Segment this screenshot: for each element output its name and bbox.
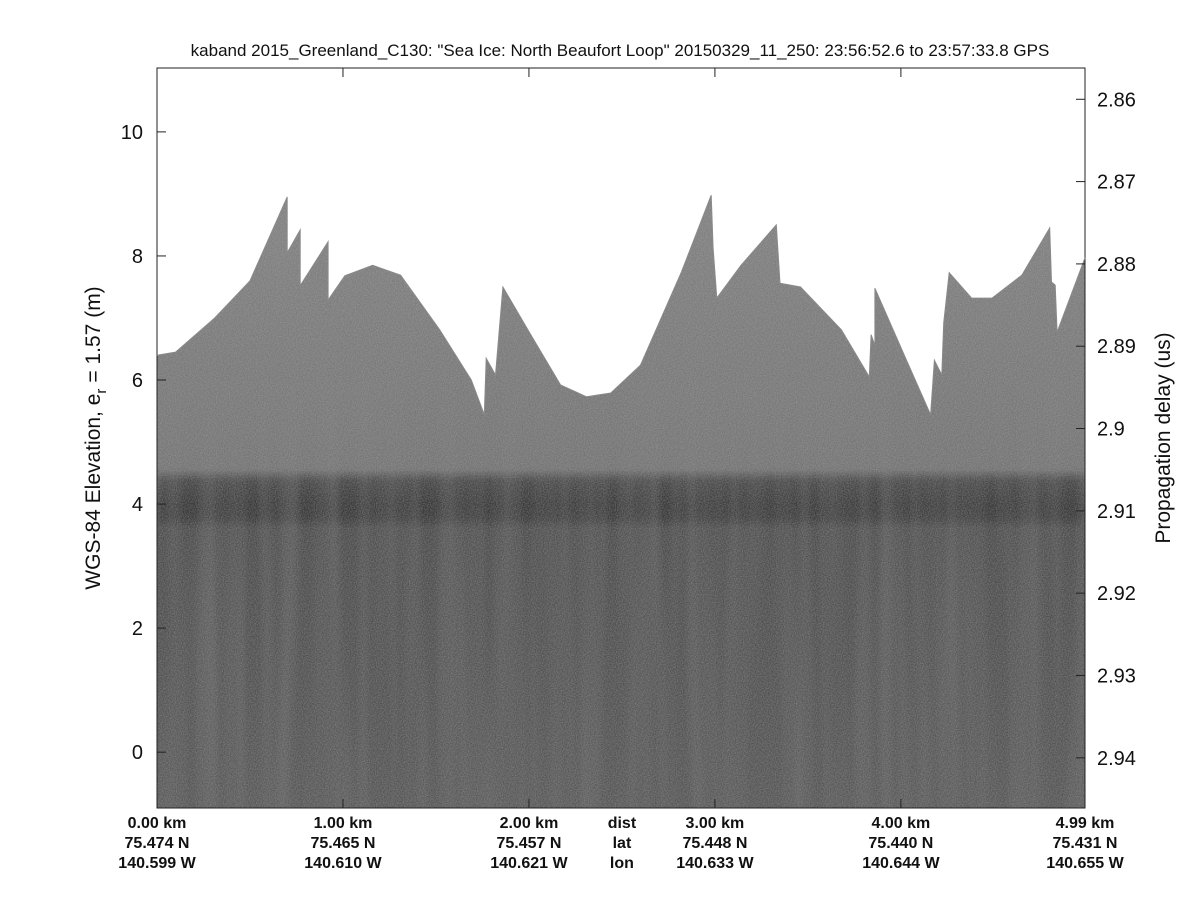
x-tick-label: 2.00 km	[500, 815, 559, 832]
x-tick-lon: 140.633 W	[676, 855, 754, 872]
y2-tick-label: 2.87	[1097, 172, 1136, 194]
x-tick-lat: 75.440 N	[868, 835, 933, 852]
y-tick-label: 2	[132, 618, 143, 640]
x-tick-lat: 75.448 N	[682, 835, 747, 852]
x-tick-lon: 140.621 W	[490, 855, 568, 872]
y-tick-label: 0	[132, 742, 143, 764]
x-tick-label: 4.99 km	[1056, 815, 1115, 832]
x-tick-lon: 140.599 W	[118, 855, 196, 872]
y2-tick-label: 2.86	[1097, 89, 1136, 111]
x-row-label: lat	[613, 835, 632, 852]
y2-axis-label: Propagation delay (us)	[1152, 332, 1175, 543]
x-tick-label: 3.00 km	[686, 815, 745, 832]
x-tick-lat: 75.431 N	[1053, 835, 1118, 852]
y-axis-label: WGS-84 Elevation, er = 1.57 (m)	[82, 286, 110, 589]
x-tick-lon: 140.655 W	[1046, 855, 1124, 872]
y-tick-label: 8	[132, 246, 143, 268]
axes-frame	[156, 67, 1086, 809]
y-label-main: WGS-84 Elevation, e	[82, 394, 105, 590]
x-row-label: dist	[608, 815, 637, 832]
y-label-sub: r	[93, 389, 110, 394]
y2-tick-label: 2.92	[1097, 583, 1136, 605]
x-tick-lon: 140.644 W	[862, 855, 940, 872]
x-tick-label: 0.00 km	[128, 815, 187, 832]
y-tick-label: 4	[132, 494, 143, 516]
x-tick-lat: 75.474 N	[125, 835, 190, 852]
chart-title: kaband 2015_Greenland_C130: "Sea Ice: No…	[191, 41, 1050, 60]
x-tick-lon: 140.610 W	[304, 855, 382, 872]
y-label-after: = 1.57 (m)	[82, 286, 105, 382]
x-tick-lat: 75.457 N	[496, 835, 561, 852]
y2-tick-label: 2.94	[1097, 748, 1136, 770]
x-tick-label: 4.00 km	[872, 815, 931, 832]
y2-tick-label: 2.91	[1097, 501, 1136, 523]
x-row-label: lon	[610, 855, 634, 872]
x-tick-label: 1.00 km	[314, 815, 373, 832]
y-tick-label: 10	[121, 122, 143, 144]
y2-tick-label: 2.93	[1097, 665, 1136, 687]
y2-tick-label: 2.89	[1097, 336, 1136, 358]
x-tick-lat: 75.465 N	[311, 835, 376, 852]
y2-tick-label: 2.9	[1097, 419, 1125, 441]
surface-line	[156, 195, 1086, 415]
y2-tick-label: 2.88	[1097, 254, 1136, 276]
y-tick-label: 6	[132, 370, 143, 392]
